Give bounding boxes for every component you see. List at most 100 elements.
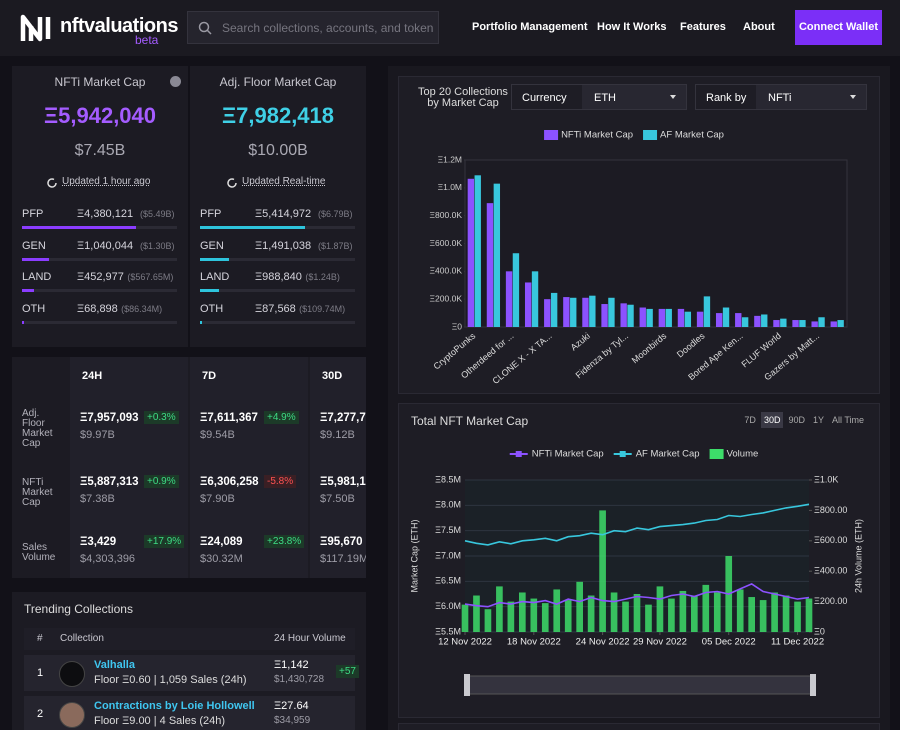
volume-bar [473, 595, 480, 632]
range-button[interactable]: 1Y [812, 415, 824, 425]
x-tick-label: 24 Nov 2022 [576, 637, 630, 648]
volume-bar [507, 601, 515, 632]
cell-change: +0.3% [144, 411, 179, 424]
connect-wallet-button[interactable]: Connect Wallet [795, 10, 882, 45]
y-tick-label: Ξ8.5M [435, 474, 461, 484]
metric-card: NFTi Market Cap Ξ5,942,040 $7.45B Updated 1… [12, 66, 188, 347]
legend-label[interactable]: NFTi Market Cap [561, 130, 633, 141]
bar [512, 253, 520, 327]
x-tick-label: 12 Nov 2022 [438, 637, 492, 648]
cell-change: +23.8% [264, 534, 305, 548]
legend: NFTi Market Cap AF Market Cap Volume [509, 449, 759, 460]
y-tick-label: Ξ1.2M [438, 154, 462, 164]
volume-bar [805, 598, 813, 632]
segment-usd: ($1.87B) [318, 240, 353, 251]
bar [741, 317, 749, 327]
y2-tick-label: Ξ600.00 [814, 535, 847, 545]
dropdown-value: NFTi [768, 92, 792, 104]
segment-usd: ($6.79B) [318, 209, 353, 219]
collection-detail: Floor Ξ9.00 | 4 Sales (24h) [94, 715, 226, 727]
y2-axis-title: 24h Volume (ETH) [853, 519, 863, 593]
collection-name[interactable]: Valhalla [94, 659, 135, 671]
segment-usd: ($1.24B) [305, 272, 340, 282]
line-chart: Ξ5.5M Ξ6.0M Ξ6.5M Ξ7.0M Ξ7.5M Ξ8.0M Ξ8.5M Ξ0 Ξ20… [409, 449, 863, 696]
bar [531, 271, 539, 327]
bar-chart: Ξ0 Ξ200.0K Ξ400.0K Ξ600.0K Ξ800.0K Ξ1.0M Ξ1.2M… [430, 130, 848, 386]
dropdown-value: ETH [594, 92, 616, 104]
volume-bar [713, 592, 721, 632]
cell-change: -5.8% [264, 475, 297, 488]
y-tick-label: Ξ8.0M [435, 500, 461, 510]
segment-bar [22, 320, 24, 324]
volume-bar [645, 604, 652, 632]
range-button[interactable]: 30D [760, 412, 784, 428]
nav-link[interactable]: How It Works [597, 21, 667, 33]
legend-swatch [709, 449, 724, 459]
rank: 2 [37, 708, 44, 720]
segment-value: Ξ68,898 [77, 302, 118, 315]
navigator-handle[interactable] [464, 674, 470, 696]
bar [550, 292, 558, 327]
row-label: Sales Volume [22, 541, 56, 563]
refresh-arc [47, 178, 57, 188]
x-tick-label: Azuki [569, 331, 592, 353]
segment-track [22, 257, 177, 261]
dropdown[interactable]: Rank by NFTi [695, 84, 867, 110]
legend-label[interactable]: NFTi Market Cap [532, 449, 604, 460]
bar [486, 203, 494, 327]
updated-text: Updated Real-time [242, 176, 326, 187]
caret [670, 95, 676, 99]
y2-tick-label: Ξ400.00 [814, 566, 847, 576]
search-box[interactable]: Search collections, accounts, and token [187, 11, 439, 44]
segment-bar [200, 226, 306, 229]
range-button[interactable]: 90D [788, 415, 805, 425]
dropdown[interactable]: Currency ETH [511, 84, 687, 110]
x-tick-label: Moonbirds [630, 330, 669, 365]
segment-usd: ($567.65M) [127, 272, 174, 282]
logo-text[interactable]: nftvaluations [60, 15, 178, 37]
segment-track [200, 320, 355, 324]
bar [601, 304, 608, 327]
volume-bar [633, 594, 641, 632]
segment-label: GEN [22, 239, 46, 252]
segment-usd: ($1.30B) [140, 240, 175, 251]
cell-value: Ξ6,306,258 [200, 476, 259, 488]
nav-link[interactable]: Features [680, 21, 726, 33]
logo-icon [20, 14, 51, 42]
chart-title: Total NFT Market Cap [411, 414, 529, 428]
legend-label[interactable]: Volume [727, 449, 759, 460]
range-button[interactable]: 7D [744, 415, 756, 425]
segment-label: PFP [200, 208, 222, 220]
y-tick-label: Ξ7.0M [435, 550, 461, 560]
volume-bar [587, 595, 595, 632]
header-band [24, 628, 355, 650]
bar [658, 308, 666, 327]
cell-change: +0.9% [144, 475, 179, 488]
volume-bar [691, 595, 698, 632]
volume-bar [564, 600, 572, 632]
search-icon [198, 21, 212, 35]
volume-bar [541, 603, 549, 632]
stats-column [310, 357, 366, 578]
volume-bar [668, 598, 675, 632]
y-tick-label: Ξ200.0K [430, 293, 463, 303]
range-button[interactable]: All Time [831, 415, 864, 425]
bar [493, 183, 501, 327]
navigator-handle[interactable] [810, 674, 816, 696]
nav-link[interactable]: About [743, 21, 775, 33]
cell-value: Ξ5,981,1 [320, 476, 366, 488]
bar [646, 308, 653, 327]
segment-value: Ξ452,977 [77, 271, 124, 283]
y-tick-label: Ξ6.0M [435, 601, 461, 611]
collection-name[interactable]: Contractions by Loie Hollowell [94, 700, 255, 712]
bar [799, 320, 806, 327]
row-label: Adj. Floor Market Cap [22, 408, 53, 449]
next-panel [398, 723, 880, 730]
volume-bar [782, 595, 790, 632]
nav-link[interactable]: Portfolio Management [472, 21, 588, 33]
legend-label[interactable]: AF Market Cap [660, 130, 724, 141]
cell-value: Ξ7,957,093 [80, 412, 139, 424]
bar [627, 304, 634, 327]
bar [837, 320, 844, 327]
legend-label[interactable]: AF Market Cap [636, 449, 700, 460]
